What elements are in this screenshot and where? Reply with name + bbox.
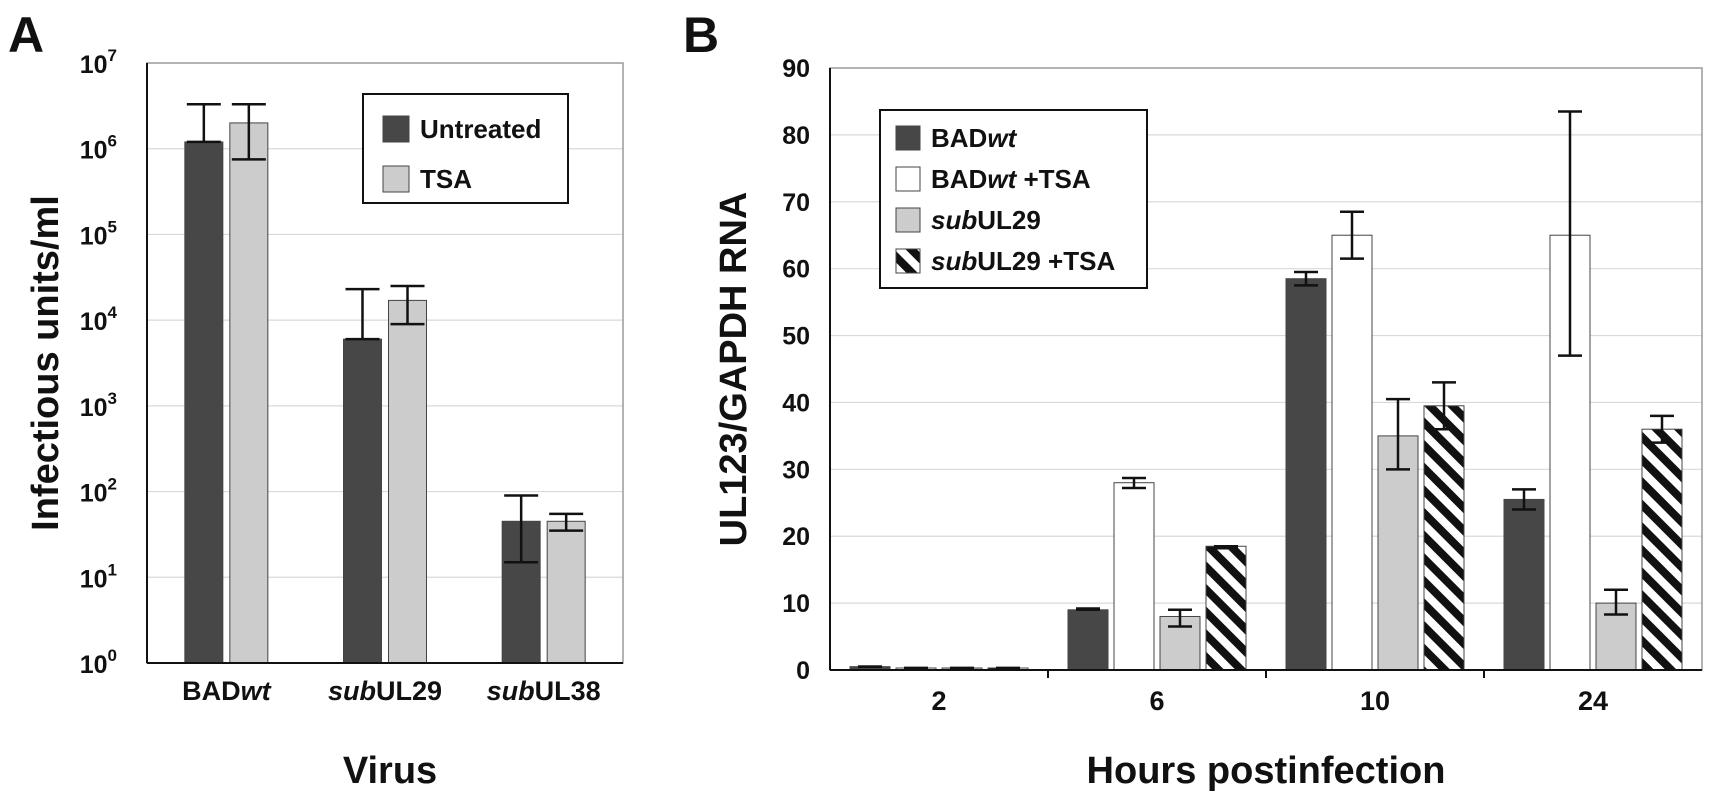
panel-b-legend-swatch — [895, 207, 921, 233]
panel-b-error-bars — [858, 110, 1674, 670]
panel-b-bar — [1067, 609, 1109, 671]
panel-b-bar — [1377, 435, 1419, 671]
panel-a-y-axis-label: Infectious units/ml — [25, 195, 67, 531]
panel-b-category-label: 10 — [1360, 686, 1390, 716]
panel-a-category-label: subUL38 — [487, 676, 601, 706]
panel-b-bar — [1205, 545, 1247, 671]
panel-a-y-tick-label: 101 — [80, 560, 117, 593]
panel-a-legend-label: Untreated — [420, 114, 541, 144]
panel-a-category-label: BADwt — [182, 676, 272, 706]
panel-b-y-tick-label: 70 — [782, 189, 810, 217]
panel-b-error-bar — [1122, 476, 1146, 490]
panel-a-error-bar — [390, 284, 425, 326]
panel-a-category-labels: BADwt subUL29 subUL38 — [182, 676, 601, 706]
panel-b-y-tick-label: 80 — [782, 122, 810, 150]
panel-b-bar — [1331, 234, 1373, 671]
panel-b-legend: BADwt BADwt +TSA subUL29 subUL29 +TSA — [879, 109, 1148, 289]
panel-a-error-bar — [186, 103, 221, 144]
panel-a-bar — [546, 520, 586, 664]
panel-b-legend-swatch — [895, 166, 921, 192]
panel-a-y-tick-label: 107 — [80, 46, 117, 79]
panel-b-bar — [1423, 405, 1465, 671]
panel-b-y-axis-label: UL123/GAPDH RNA — [713, 192, 755, 547]
panel-b-y-tick-label: 90 — [782, 55, 810, 83]
panel-a-error-bar — [504, 494, 539, 564]
panel-b-y-tick-label: 50 — [782, 323, 810, 351]
panel-b-error-bar — [1076, 607, 1100, 612]
panel-b-error-bar — [1294, 270, 1318, 287]
panel-a-letter: A — [8, 7, 44, 63]
panel-b-y-tick-label: 0 — [796, 657, 810, 685]
panel-a-bar — [229, 122, 269, 664]
panel-b-y-tick-label: 40 — [782, 389, 810, 417]
panel-b-x-axis-label: Hours postinfection — [1087, 750, 1446, 792]
panel-b-error-bar — [1386, 397, 1410, 471]
panel-b-y-tick-labels: 0 10 20 30 40 50 60 70 80 90 — [782, 55, 810, 685]
panel-a-legend-swatch — [382, 115, 410, 143]
panel-a-y-tick-labels: 100 101 102 103 104 105 106 107 — [80, 46, 118, 679]
panel-b-error-bar — [1214, 545, 1238, 550]
panel-b-error-bar — [1340, 210, 1364, 260]
panel-a-error-bar — [345, 287, 380, 341]
panel-b-error-bar — [1604, 588, 1628, 616]
panel-b-error-bar — [1168, 608, 1192, 628]
panel-b-legend-box — [879, 109, 1148, 289]
panel-b-bar — [1113, 482, 1155, 671]
panel-a-x-axis-label: Virus — [343, 750, 437, 792]
panel-b-x-tick-marks — [1047, 670, 1485, 678]
panel-a-legend-label: TSA — [420, 164, 472, 194]
panel-b-category-labels: 2 6 10 24 — [931, 686, 1608, 716]
panel-b-legend-label: subUL29 — [931, 205, 1041, 235]
panel-a-legend-swatch — [382, 165, 410, 193]
panel-a-y-tick-label: 103 — [80, 389, 117, 422]
panel-a-y-tick-label: 106 — [80, 132, 117, 165]
panel-a-error-bars — [186, 103, 584, 564]
panel-b-category-label: 24 — [1578, 686, 1608, 716]
panel-b-error-bar — [1558, 110, 1582, 357]
panel-a-y-tick-label: 102 — [80, 475, 117, 508]
panel-a-bar — [184, 141, 224, 664]
panel-b-bar — [1503, 498, 1545, 671]
panel-b-bar — [1285, 278, 1327, 671]
panel-b-legend-swatch — [895, 125, 921, 151]
panel-b-legend-swatch — [895, 248, 921, 274]
panel-a-legend: Untreated TSA — [362, 93, 569, 204]
panel-b-y-tick-label: 30 — [782, 456, 810, 484]
panel-a-error-bar — [549, 512, 584, 532]
panel-a-y-tick-label: 104 — [80, 303, 118, 336]
panel-b-letter: B — [683, 7, 719, 63]
panel-b-error-bar — [1650, 414, 1674, 444]
panel-a-category-label: subUL29 — [328, 676, 442, 706]
panel-a-bar — [343, 338, 382, 664]
panel-a-y-tick-label: 100 — [80, 646, 117, 679]
panel-b-y-tick-label: 10 — [782, 590, 810, 618]
panel-b-legend-label: BADwt +TSA — [931, 164, 1091, 194]
panel-b-category-label: 6 — [1149, 686, 1164, 716]
panel-b-legend-label: subUL29 +TSA — [931, 246, 1115, 276]
panel-b-legend-label: BADwt — [931, 123, 1018, 153]
panel-b-error-bar — [1512, 488, 1536, 511]
panel-a-error-bar — [231, 103, 266, 161]
panel-b-category-label: 2 — [931, 686, 946, 716]
panel-b-y-tick-label: 60 — [782, 256, 810, 284]
panel-a-chart: A 100 101 102 103 104 105 106 107 BADwt subUL29 s… — [8, 7, 624, 792]
panel-b-bar — [1641, 428, 1683, 671]
panel-a-bar — [388, 299, 427, 664]
panel-b-bars — [849, 234, 1683, 671]
panel-a-y-tick-label: 105 — [80, 217, 117, 250]
panel-b-y-tick-label: 20 — [782, 523, 810, 551]
panel-b-error-bar — [1432, 381, 1456, 431]
panel-b-chart: B 0 10 20 30 40 50 60 70 80 90 2 6 10 24 UL123/GAPDH… — [683, 7, 1703, 792]
panel-a-bars — [184, 122, 586, 664]
